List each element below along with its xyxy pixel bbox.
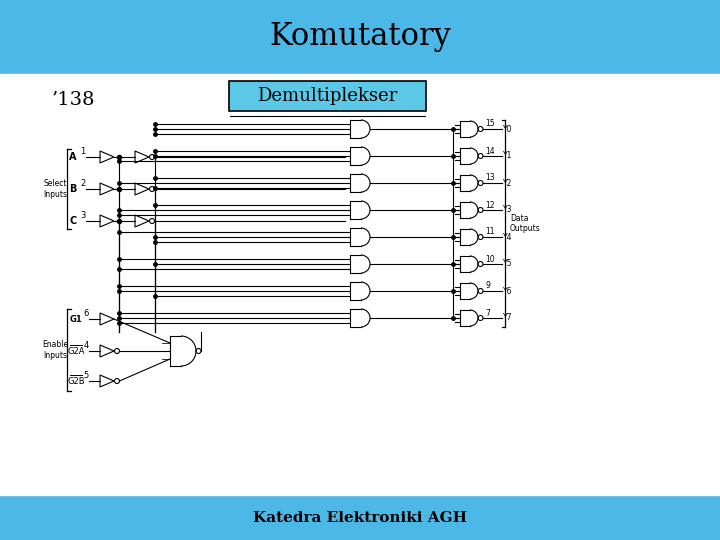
Text: Y4: Y4 [503, 233, 513, 241]
Bar [0, 74, 720, 495]
Text: Select
Inputs: Select Inputs [43, 179, 67, 199]
Text: ’138: ’138 [52, 91, 96, 109]
Text: Y2: Y2 [503, 179, 513, 187]
Text: 2: 2 [81, 179, 86, 188]
Text: Y5: Y5 [503, 260, 513, 268]
Text: 7: 7 [485, 308, 490, 318]
Text: 9: 9 [485, 281, 490, 291]
Text: 15: 15 [485, 119, 495, 129]
Text: G2B: G2B [67, 376, 85, 386]
Text: Komutatory: Komutatory [269, 22, 451, 52]
Text: 13: 13 [485, 173, 495, 183]
Text: Y3: Y3 [503, 206, 513, 214]
Text: 1: 1 [81, 147, 86, 157]
Text: 3: 3 [81, 212, 86, 220]
Text: Y7: Y7 [503, 314, 513, 322]
Text: Data
Outputs: Data Outputs [510, 214, 541, 233]
Text: Y0: Y0 [503, 125, 513, 133]
Text: 5: 5 [84, 372, 89, 381]
Text: G2A: G2A [67, 347, 85, 355]
Text: G1: G1 [70, 314, 82, 323]
Text: 12: 12 [485, 200, 495, 210]
Text: Enable
Inputs: Enable Inputs [42, 340, 68, 360]
Text: 14: 14 [485, 146, 495, 156]
Text: C: C [69, 216, 76, 226]
Text: 10: 10 [485, 254, 495, 264]
FancyBboxPatch shape [229, 81, 426, 111]
Text: A: A [69, 152, 77, 162]
Text: 11: 11 [485, 227, 495, 237]
Text: 6: 6 [84, 309, 89, 319]
Text: 4: 4 [84, 341, 89, 350]
Text: Katedra Elektroniki AGH: Katedra Elektroniki AGH [253, 510, 467, 524]
Text: Y1: Y1 [503, 152, 513, 160]
Text: B: B [69, 184, 77, 194]
Text: Demultiplekser: Demultiplekser [257, 87, 397, 105]
Text: Y6: Y6 [503, 287, 513, 295]
